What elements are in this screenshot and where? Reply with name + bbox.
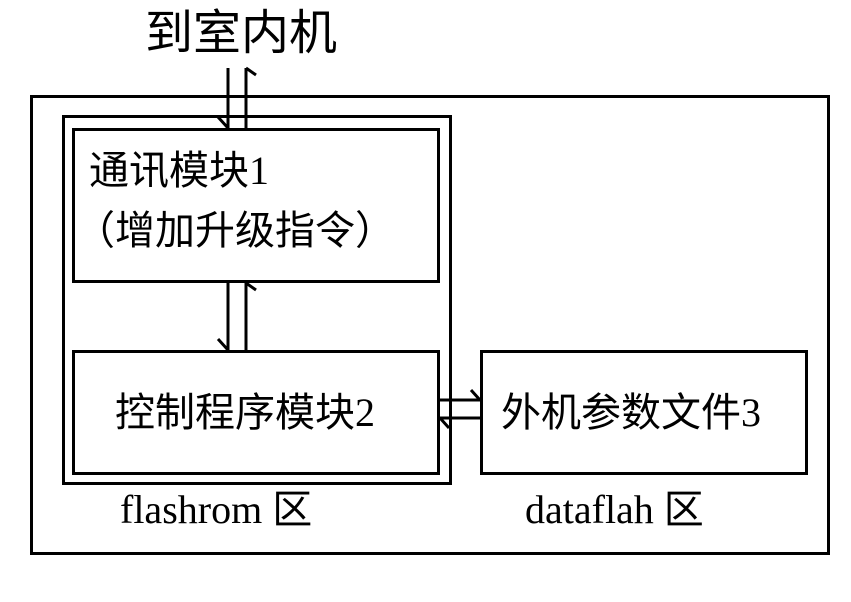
comm-module-line2: （增加升级指令）: [75, 211, 395, 251]
connector-top-to-comm: [218, 63, 278, 143]
diagram-canvas: 到室内机 通讯模块1 （增加升级指令） 控制程序模块2 外机参数文件3 flas…: [0, 0, 851, 602]
connector-ctrl-to-param: [435, 390, 495, 450]
connector-comm-to-ctrl: [218, 278, 278, 365]
comm-module-box: 通讯模块1 （增加升级指令）: [72, 128, 440, 283]
flashrom-zone-label: flashrom 区: [120, 490, 312, 530]
ctrl-module-box: 控制程序模块2: [72, 350, 440, 475]
title-label: 到室内机: [145, 10, 337, 58]
comm-module-line1: 通讯模块1: [89, 151, 269, 191]
dataflash-zone-label: dataflah 区: [525, 490, 704, 530]
param-file-label: 外机参数文件3: [501, 393, 761, 433]
ctrl-module-label: 控制程序模块2: [115, 393, 375, 433]
param-file-box: 外机参数文件3: [480, 350, 808, 475]
